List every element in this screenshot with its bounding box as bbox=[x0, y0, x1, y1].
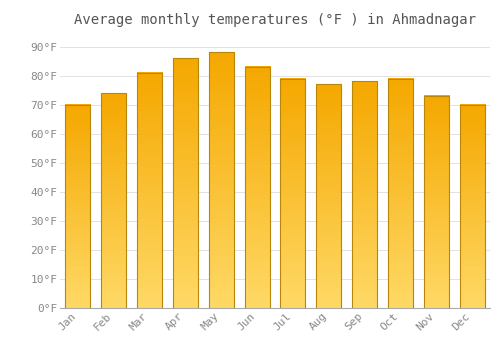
Bar bbox=[424, 96, 449, 308]
Title: Average monthly temperatures (°F ) in Ahmadnagar: Average monthly temperatures (°F ) in Ah… bbox=[74, 13, 476, 27]
Bar bbox=[352, 82, 377, 308]
Bar bbox=[101, 93, 126, 308]
Bar bbox=[388, 78, 413, 308]
Bar bbox=[388, 78, 413, 308]
Bar bbox=[137, 73, 162, 308]
Bar bbox=[66, 105, 90, 308]
Bar bbox=[352, 82, 377, 308]
Bar bbox=[208, 52, 234, 308]
Bar bbox=[244, 67, 270, 308]
Bar bbox=[173, 58, 198, 308]
Bar bbox=[316, 84, 342, 308]
Bar bbox=[280, 78, 305, 308]
Bar bbox=[66, 105, 90, 308]
Bar bbox=[460, 105, 484, 308]
Bar bbox=[424, 96, 449, 308]
Bar bbox=[280, 78, 305, 308]
Bar bbox=[101, 93, 126, 308]
Bar bbox=[460, 105, 484, 308]
Bar bbox=[208, 52, 234, 308]
Bar bbox=[173, 58, 198, 308]
Bar bbox=[316, 84, 342, 308]
Bar bbox=[244, 67, 270, 308]
Bar bbox=[137, 73, 162, 308]
